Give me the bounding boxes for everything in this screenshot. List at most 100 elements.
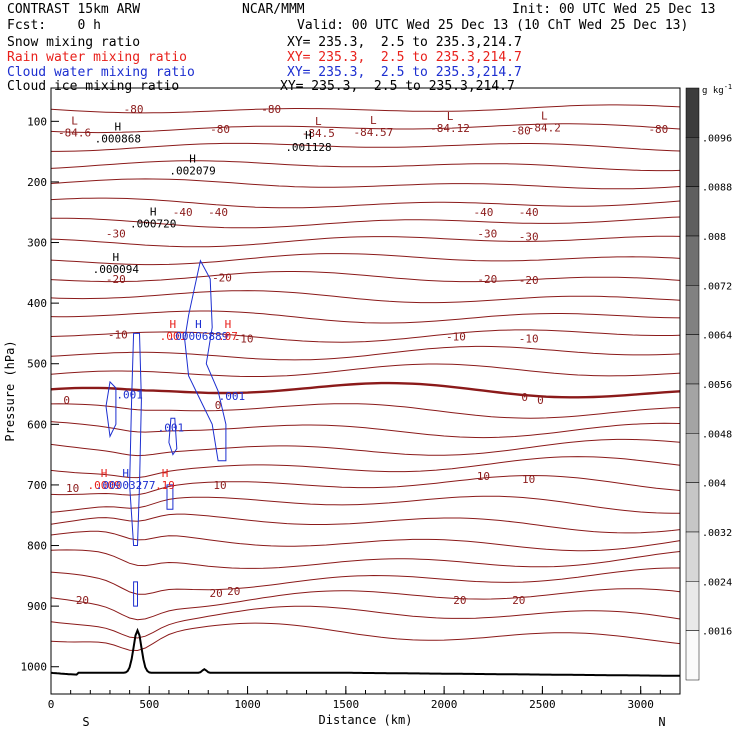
extremum-marker: H xyxy=(195,318,202,331)
temperature-label: -10 xyxy=(108,329,128,342)
field-cloud-water: Cloud water mixing ratio xyxy=(7,65,195,80)
colorbar-level: .0096 xyxy=(702,133,732,144)
colorbar-swatch xyxy=(685,87,700,138)
extremum-value: .00003277 xyxy=(96,479,156,492)
x-tick-label: 1000 xyxy=(234,698,261,711)
temperature-label: -40 xyxy=(173,206,193,219)
y-tick-label: 500 xyxy=(27,358,47,371)
y-tick-label: 800 xyxy=(27,540,47,553)
extremum-marker: L xyxy=(71,114,78,127)
isotherm xyxy=(50,310,681,324)
isotherm xyxy=(50,495,680,514)
temperature-label: 10 xyxy=(522,473,535,486)
extremum-value: -84.5 xyxy=(302,127,335,140)
xy-rain: XY= 235.3, 2.5 to 235.3,214.7 xyxy=(287,50,522,65)
colorbar-swatch xyxy=(685,235,700,286)
valid-time: Valid: 00 UTC Wed 25 Dec 13 (10 ChT Wed … xyxy=(297,18,689,33)
temperature-label: -10 xyxy=(446,330,466,343)
isotherm xyxy=(50,197,681,209)
isotherm xyxy=(50,588,681,621)
extremum-marker: H xyxy=(189,153,196,166)
x-end-label-north: N xyxy=(658,715,665,729)
isotherm xyxy=(50,403,681,419)
temperature-label: 10 xyxy=(213,479,226,492)
temperature-label: -20 xyxy=(519,274,539,287)
extremum-value: .07 xyxy=(218,330,238,343)
isotherm xyxy=(50,290,681,304)
temperature-label: 10 xyxy=(477,470,490,483)
temperature-label: -20 xyxy=(212,272,232,285)
cloud-water-label: .001 xyxy=(158,422,185,435)
x-tick-label: 3000 xyxy=(627,698,654,711)
extremum-value: -84.2 xyxy=(528,122,561,135)
x-tick-label: 0 xyxy=(48,698,55,711)
extremum-value: -84.12 xyxy=(430,122,470,135)
temperature-contours xyxy=(50,104,681,652)
model-title: CONTRAST 15km ARW xyxy=(7,2,141,17)
terrain-profile xyxy=(50,627,680,677)
model-center: NCAR/MMM xyxy=(242,2,305,17)
temperature-label: -30 xyxy=(519,230,539,243)
colorbar-swatch xyxy=(685,383,700,434)
temperature-label: 0 xyxy=(215,399,222,412)
colorbar-level: .0072 xyxy=(702,281,732,292)
isotherm xyxy=(50,567,680,595)
extrema-labels: L-84.6 H.000868L-84.5H.001128L-84.57L-84.… xyxy=(58,110,561,493)
temperature-label: 0 xyxy=(63,394,70,407)
xy-snow: XY= 235.3, 2.5 to 235.3,214.7 xyxy=(287,35,522,50)
colorbar-swatch xyxy=(685,137,700,187)
isotherm-zero xyxy=(50,381,681,399)
xy-cloud-water: XY= 235.3, 2.5 to 235.3,214.7 xyxy=(287,65,522,80)
extremum-value: -84.6 xyxy=(58,126,91,139)
temperature-label: -10 xyxy=(519,332,539,345)
extremum-value: .0009 xyxy=(88,479,121,492)
temperature-label: 0 xyxy=(537,394,544,407)
extremum-value: .000868 xyxy=(95,132,141,145)
cloud-water-contour xyxy=(184,259,227,462)
extremum-marker: L xyxy=(315,115,322,128)
temperature-label: -30 xyxy=(106,227,126,240)
isotherm xyxy=(50,235,681,248)
x-axis-label: Distance (km) xyxy=(319,713,413,727)
temperature-labels: -80 -80 -80 -80 -80 -40 -40 -40 -40 -30 -30 -30 -20 -… xyxy=(63,103,668,607)
temperature-label: 0 xyxy=(521,391,528,404)
extremum-value: -84.57 xyxy=(353,126,393,139)
x-tick-label: 2000 xyxy=(431,698,458,711)
extremum-marker: H xyxy=(305,129,312,142)
temperature-label: 20 xyxy=(227,585,240,598)
extremum-marker: L xyxy=(447,110,454,123)
xy-cloud-ice: XY= 235.3, 2.5 to 235.3,214.7 xyxy=(280,79,515,94)
cloud-water-label: .001 xyxy=(116,388,143,401)
isotherm xyxy=(50,549,681,569)
isotherm xyxy=(50,345,681,361)
temperature-label: -40 xyxy=(208,206,228,219)
axes: 0 500 1000 1500 2000 2500 30001002003004005006… xyxy=(3,115,666,729)
isotherm xyxy=(51,142,681,152)
isotherm xyxy=(50,178,681,190)
colorbar: .0096 .0088 .008 .0072 .0064 .0056 .0048 .004 .0… xyxy=(685,83,732,681)
y-tick-label: 100 xyxy=(27,115,47,128)
colorbar-swatch xyxy=(685,433,700,483)
y-tick-label: 300 xyxy=(27,237,47,250)
isotherm xyxy=(50,438,681,457)
x-tick-label: 1500 xyxy=(333,698,360,711)
colorbar-level: .008 xyxy=(702,232,726,243)
cloud-water-contour xyxy=(166,484,174,510)
isotherm xyxy=(50,421,681,439)
temperature-label: -80 xyxy=(648,123,668,136)
temperature-label: -20 xyxy=(477,273,497,286)
colorbar-level: .0016 xyxy=(702,627,732,638)
isotherm xyxy=(50,513,681,534)
isotherm xyxy=(50,363,681,377)
temperature-label: 10 xyxy=(66,482,79,495)
terrain-line xyxy=(50,627,680,677)
y-tick-label: 400 xyxy=(27,297,47,310)
isotherm xyxy=(50,530,681,552)
isotherm xyxy=(50,104,681,114)
cloud-water-contour xyxy=(133,581,138,607)
field-snow: Snow mixing ratio xyxy=(7,35,141,50)
temperature-label: 20 xyxy=(76,594,89,607)
extremum-marker: L xyxy=(541,110,548,123)
colorbar-level: .0048 xyxy=(702,429,732,440)
